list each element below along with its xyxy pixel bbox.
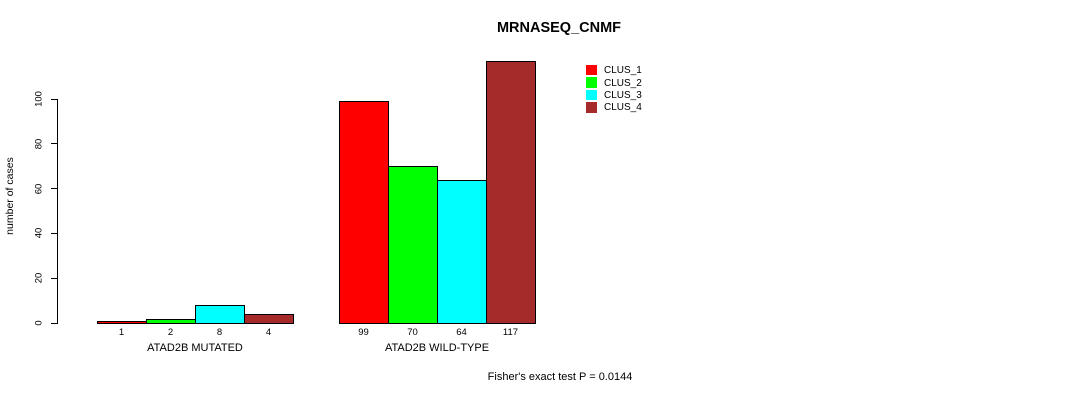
bar-value-label: 99 (358, 327, 369, 338)
y-tick (51, 143, 57, 145)
bar-value-label: 2 (167, 327, 174, 338)
y-tick-label: 80 (33, 138, 45, 150)
legend-swatch-clus_1 (586, 64, 597, 76)
legend-item: CLUS_2 (586, 76, 642, 88)
legend-label: CLUS_4 (604, 102, 642, 114)
legend-item: CLUS_1 (586, 64, 642, 76)
group-label: ATAD2B WILD-TYPE (384, 342, 490, 354)
legend-swatch-clus_2 (586, 77, 597, 88)
y-tick (51, 188, 57, 190)
bar-clus_2 (146, 319, 196, 324)
bar-clus_1 (97, 321, 147, 324)
bar-value-label: 117 (502, 327, 519, 338)
y-tick-label: 100 (33, 91, 45, 107)
bar-clus_1 (339, 101, 389, 324)
legend-item: CLUS_3 (586, 89, 642, 101)
legend-swatch-clus_3 (586, 89, 597, 101)
group-label: ATAD2B MUTATED (147, 342, 243, 354)
bar-clus_3 (437, 180, 487, 324)
annotation-pvalue: Fisher's exact test P = 0.0144 (487, 371, 633, 383)
bar-clus_2 (388, 166, 438, 324)
y-tick-label: 20 (33, 272, 45, 284)
y-tick-label: 60 (33, 183, 45, 194)
y-tick-label: 0 (33, 320, 45, 326)
y-tick (51, 98, 57, 100)
legend-label: CLUS_2 (604, 77, 642, 89)
y-tick (51, 277, 57, 279)
legend-label: CLUS_3 (604, 89, 642, 101)
bar-value-label: 8 (216, 327, 223, 338)
bar-value-label: 1 (118, 327, 125, 338)
legend-label: CLUS_1 (604, 65, 642, 77)
legend: CLUS_1 CLUS_2 CLUS_3 CLUS_4 (586, 64, 642, 114)
bar-clus_4 (244, 314, 294, 324)
y-axis-line (57, 99, 58, 324)
y-tick (51, 322, 57, 324)
y-axis-label: number of cases (4, 157, 16, 235)
y-tick (51, 232, 57, 234)
bar-value-label: 64 (456, 327, 467, 338)
legend-swatch-clus_4 (586, 102, 597, 113)
bar-clus_4 (486, 61, 536, 324)
bar-clus_3 (195, 305, 245, 324)
bar-value-label: 4 (265, 327, 272, 338)
chart-title: MRNASEQ_CNMF (496, 20, 622, 36)
legend-item: CLUS_4 (586, 101, 642, 113)
y-tick-label: 40 (33, 228, 45, 239)
bar-value-label: 70 (407, 327, 418, 338)
